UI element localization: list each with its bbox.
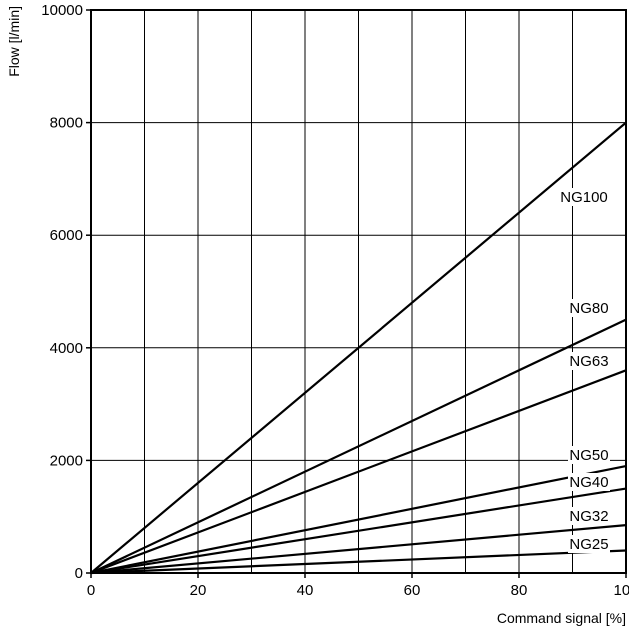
series-line-ng80	[90, 318, 627, 574]
series-label-bg	[568, 507, 610, 525]
series-lines	[90, 121, 627, 575]
x-tick-label: 100	[613, 582, 629, 599]
x-tick-label: 20	[190, 582, 207, 599]
plot-frame	[90, 9, 627, 574]
series-label-ng40: NG40	[569, 474, 608, 491]
x-axis-label: Command signal [%]	[497, 610, 626, 626]
series-line-ng100	[90, 121, 627, 574]
y-tick-label: 8000	[50, 115, 83, 132]
series-line-ng40	[90, 487, 627, 575]
y-tick-label: 4000	[50, 340, 83, 357]
series-line-ng50	[90, 464, 627, 575]
series-label-bg	[568, 446, 610, 464]
series-label-bg	[568, 473, 610, 491]
series-label-ng50: NG50	[569, 447, 608, 464]
series-label-ng63: NG63	[569, 353, 608, 370]
series-label-bg	[568, 299, 610, 317]
series-label-bg	[568, 352, 610, 370]
y-tick-label: 2000	[50, 452, 83, 469]
series-line-ng63	[90, 369, 627, 575]
x-tick-label: 80	[511, 582, 528, 599]
y-tick-label: 10000	[41, 2, 83, 19]
series-line-ng32	[90, 524, 627, 575]
y-tick-label: 6000	[50, 227, 83, 244]
y-tick-labels: 0 2000 4000 6000 8000 10000	[41, 2, 83, 582]
series-labels: NG100 NG80 NG63 NG50 NG40 NG32 NG25	[558, 188, 610, 553]
series-label-ng80: NG80	[569, 300, 608, 317]
x-tick-labels: 0 20 40 60 80 100	[87, 582, 629, 599]
series-line-ng25	[90, 549, 627, 575]
grid	[86, 9, 627, 578]
series-label-bg	[558, 188, 610, 206]
x-tick-label: 40	[297, 582, 314, 599]
x-tick-label: 0	[87, 582, 95, 599]
x-tick-label: 60	[404, 582, 421, 599]
series-label-ng25: NG25	[569, 536, 608, 553]
series-label-ng100: NG100	[560, 189, 608, 206]
y-axis-label: Flow [l/min]	[6, 6, 22, 77]
series-label-ng32: NG32	[569, 508, 608, 525]
series-label-bg	[568, 535, 610, 553]
y-tick-label: 0	[75, 565, 83, 582]
